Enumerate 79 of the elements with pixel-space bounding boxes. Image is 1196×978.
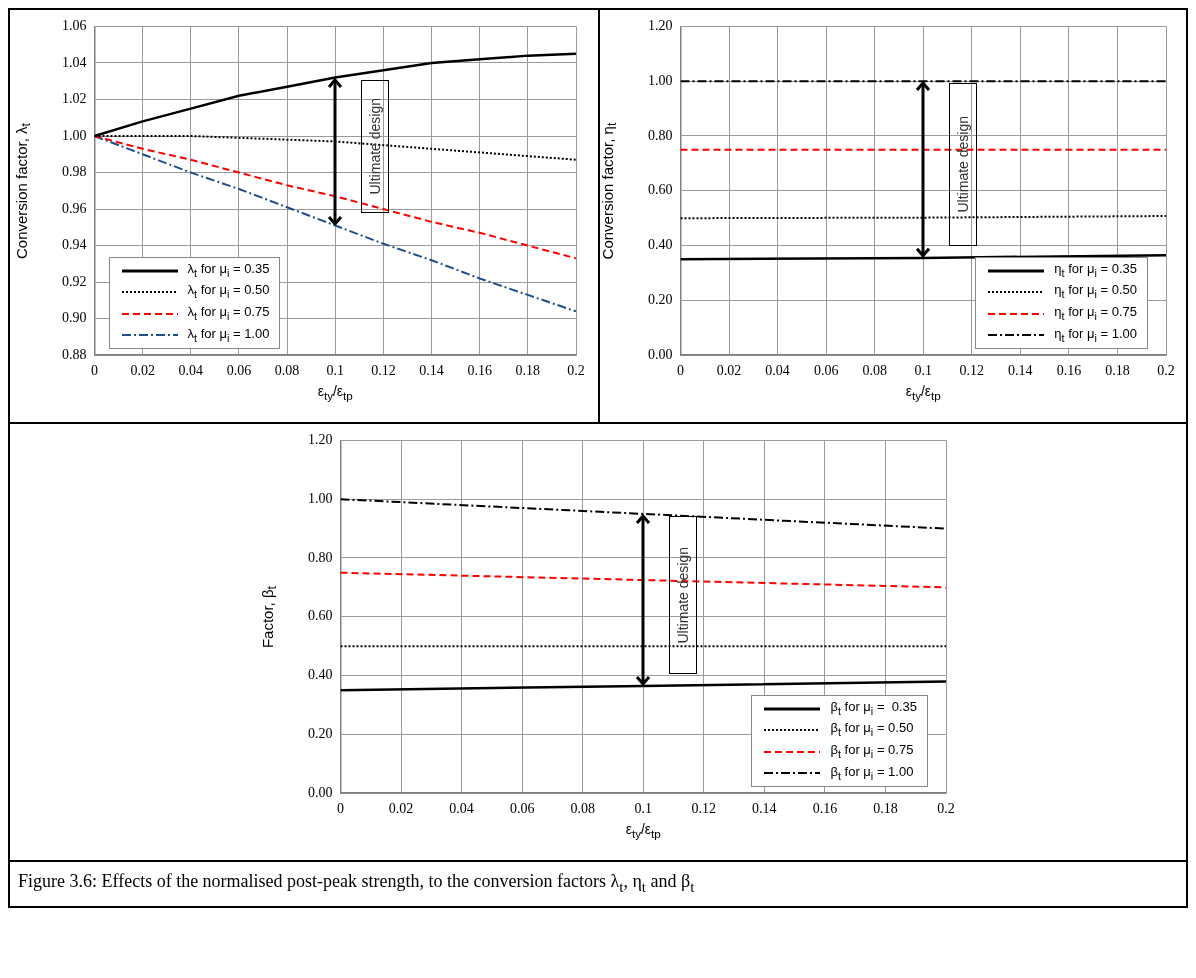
legend-label: η$_{t}$ for μ$_{i}$ = 0.35 [1054,259,1137,281]
legend-label: λ$_{t}$ for μ$_{i}$ = 0.75 [187,303,270,324]
x-tick-label: 0.04 [449,801,474,817]
caption: Figure 3.6: Effects of the normalised post-peak strength, to the conversion factors λ$_{t}$, η$_{t}$ and β$_{t}$ [10,860,1186,906]
y-tick-label: 0.20 [648,292,673,308]
x-tick-label: 0.18 [515,363,541,379]
y-tick-label: 1.04 [62,54,87,70]
y-tick-label: 0.40 [648,237,673,253]
y-tick-label: 0.00 [308,784,333,800]
annotation: Ultimate design [367,98,384,195]
x-tick-label: 0.18 [873,801,898,817]
x-tick-label: 0.08 [274,363,300,379]
y-tick-label: 1.20 [648,18,673,34]
legend-label: β$_{t}$ for μ$_{i}$ = 0.35 [830,697,917,719]
x-tick-label: 0.1 [326,363,344,379]
y-tick-label: 1.06 [62,18,87,34]
x-axis-title: ε$_{ty}$/ε$_{tp}$ [904,383,942,402]
y-tick-label: 0.94 [62,237,87,253]
legend-label: η$_{t}$ for μ$_{i}$ = 0.75 [1054,303,1137,324]
x-tick-label: 0 [677,363,684,379]
y-tick-label: 0.90 [62,310,87,326]
legend-label: λ$_{t}$ for μ$_{i}$ = 0.50 [187,281,270,302]
legend-label: η$_{t}$ for μ$_{i}$ = 0.50 [1054,281,1137,302]
y-tick-label: 0.88 [62,346,87,362]
y-tick-label: 1.00 [308,490,333,506]
text-box: Ultimate design [949,83,978,246]
x-tick-label: 0.2 [567,363,585,379]
x-tick-label: 0.14 [752,801,777,817]
x-tick-label: 0.1 [634,801,652,817]
y-tick-label: 0.00 [648,346,673,362]
x-tick-label: 0.08 [570,801,595,817]
legend-label: λ$_{t}$ for μ$_{i}$ = 0.35 [187,259,270,281]
legend-label: η$_{t}$ for μ$_{i}$ = 1.00 [1054,324,1137,346]
legend-label: λ$_{t}$ for μ$_{i}$ = 1.00 [187,324,270,346]
y-tick-label: 1.02 [62,91,87,107]
x-tick-label: 0.12 [959,363,985,379]
x-axis-title: ε$_{ty}$/ε$_{tp}$ [624,821,662,840]
x-tick-label: 0 [91,363,98,379]
y-tick-label: 0.80 [308,549,333,565]
y-tick-label: 1.00 [62,127,87,143]
x-tick-label: 0.06 [226,363,252,379]
y-tick-label: 0.80 [648,127,673,143]
x-tick-label: 0.04 [178,363,204,379]
x-tick-label: 0 [337,801,344,817]
x-tick-label: 0.06 [509,801,535,817]
x-tick-label: 0.02 [388,801,414,817]
y-tick-label: 0.60 [648,182,673,198]
x-tick-label: 0.2 [937,801,955,817]
annotation: Ultimate design [675,546,692,644]
y-tick-label: 0.96 [62,200,87,216]
x-tick-label: 0.16 [1056,363,1082,379]
y-tick-label: 0.20 [308,726,333,742]
x-tick-label: 0.04 [765,363,790,379]
x-tick-label: 0.14 [1008,363,1033,379]
x-tick-label: 0.16 [467,363,492,379]
y-tick-label: 1.00 [648,72,673,88]
x-tick-label: 0.12 [691,801,717,817]
x-tick-label: 0.1 [914,363,932,379]
y-tick-label: 0.98 [62,164,87,180]
legend-label: β$_{t}$ for μ$_{i}$ = 0.75 [830,741,914,762]
x-tick-label: 0.12 [371,363,396,379]
x-tick-label: 0.02 [130,363,155,379]
text-box: Ultimate design [361,79,390,214]
x-tick-label: 0.14 [419,363,444,379]
x-tick-label: 0.16 [812,801,838,817]
legend-label: β$_{t}$ for μ$_{i}$ = 0.50 [830,719,914,740]
x-tick-label: 0.06 [813,363,839,379]
y-tick-label: 0.40 [308,667,333,683]
y-tick-label: 0.92 [62,273,87,289]
x-tick-label: 0.08 [862,363,887,379]
legend-label: β$_{t}$ for μ$_{i}$ = 1.00 [830,762,914,784]
x-axis-title: ε$_{ty}$/ε$_{tp}$ [316,383,354,402]
annotation: Ultimate design [955,116,972,213]
x-tick-label: 0.2 [1157,363,1175,379]
x-tick-label: 0.18 [1105,363,1130,379]
text-box: Ultimate design [669,515,698,674]
y-tick-label: 0.60 [308,608,333,624]
y-tick-label: 1.20 [308,432,333,448]
x-tick-label: 0.02 [716,363,742,379]
